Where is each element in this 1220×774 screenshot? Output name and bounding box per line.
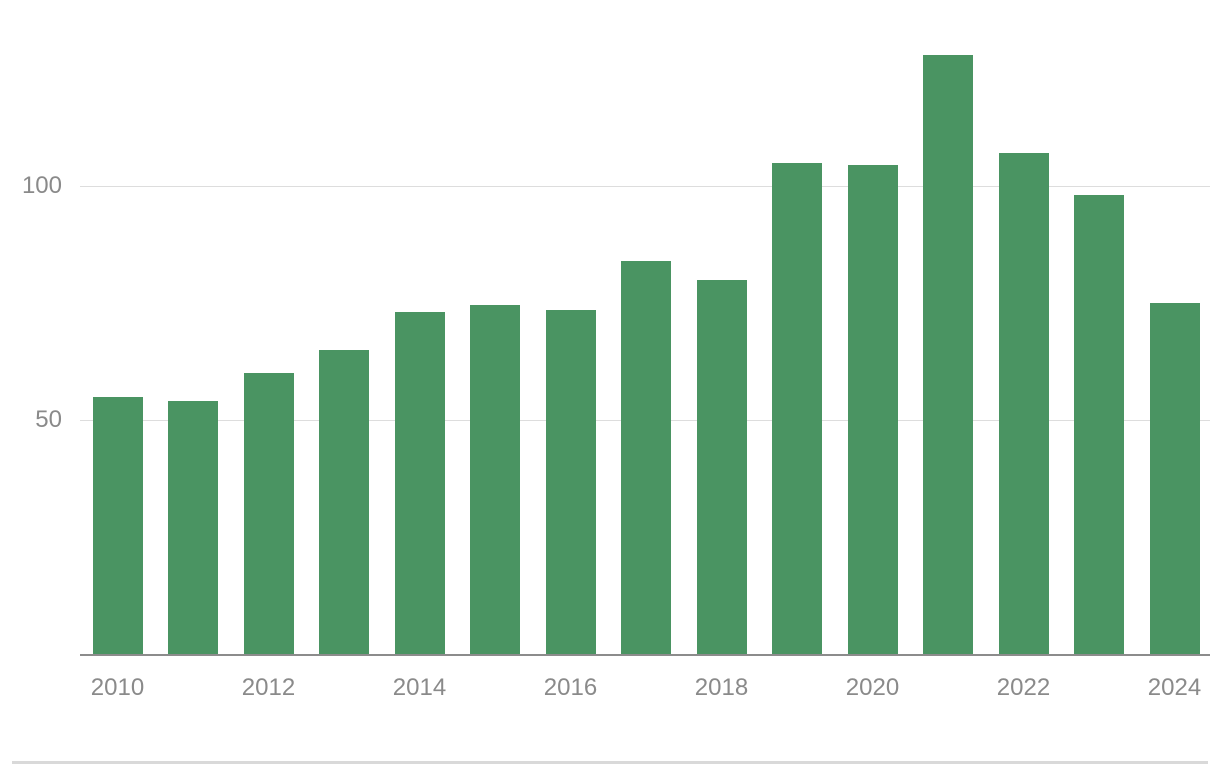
x-axis-tick-label: 2018 (694, 674, 749, 701)
x-axis-tick-label: 2016 (543, 674, 598, 701)
bar-2016 (545, 310, 596, 654)
bar-2014 (394, 312, 445, 654)
gridline (80, 185, 1210, 187)
bar-2024 (1149, 303, 1200, 654)
bar-2012 (243, 373, 294, 654)
bar-2021 (923, 55, 973, 654)
x-axis-tick-label: 2024 (1147, 674, 1202, 701)
x-axis-tick-label: 2020 (845, 674, 900, 701)
y-axis-tick-label: 50 (35, 406, 62, 433)
bar-2018 (696, 280, 747, 654)
bottom-divider (12, 761, 1208, 764)
y-axis-tick-label: 100 (21, 172, 62, 199)
x-axis-tick-label: 2010 (90, 674, 145, 701)
bar-2015 (470, 305, 520, 654)
x-axis-line (80, 654, 1210, 656)
bar-2010 (92, 397, 143, 654)
bar-2017 (621, 261, 671, 654)
bar-2019 (772, 163, 822, 654)
x-axis-tick-label: 2012 (241, 674, 296, 701)
bar-2020 (847, 165, 898, 654)
bar-2011 (168, 401, 218, 654)
bar-2023 (1074, 195, 1124, 654)
x-axis-tick-label: 2022 (996, 674, 1051, 701)
bar-2013 (319, 350, 369, 654)
bar-2022 (998, 153, 1049, 654)
x-axis-tick-label: 2014 (392, 674, 447, 701)
